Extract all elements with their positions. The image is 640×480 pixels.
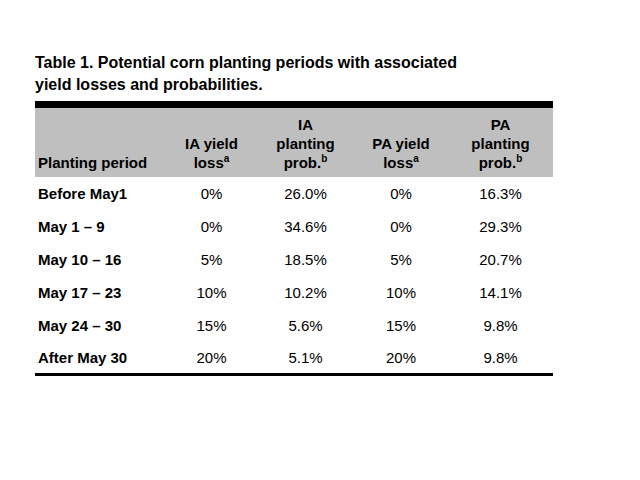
header-line: prob. bbox=[284, 154, 322, 171]
cell-ia-prob: 34.6% bbox=[257, 210, 354, 243]
page: Table 1. Potential corn planting periods… bbox=[0, 0, 640, 480]
cell-ia-prob: 5.6% bbox=[257, 309, 354, 342]
header-line: PA bbox=[491, 116, 511, 133]
cell-ia-loss: 5% bbox=[166, 243, 257, 276]
cell-period: May 10 – 16 bbox=[35, 243, 166, 276]
header-line: planting bbox=[471, 135, 529, 152]
cell-period: May 17 – 23 bbox=[35, 276, 166, 309]
header-line: planting bbox=[276, 135, 334, 152]
cell-pa-loss: 5% bbox=[354, 243, 448, 276]
cell-period: May 1 – 9 bbox=[35, 210, 166, 243]
footnote-marker-a: a bbox=[413, 153, 419, 164]
table-row: May 10 – 16 5% 18.5% 5% 20.7% bbox=[35, 243, 553, 276]
cell-ia-prob: 18.5% bbox=[257, 243, 354, 276]
table-row: Before May1 0% 26.0% 0% 16.3% bbox=[35, 177, 553, 210]
planting-periods-table: Planting period IA yield lossa IA planti… bbox=[35, 101, 553, 376]
cell-pa-loss: 20% bbox=[354, 342, 448, 375]
table-caption-line1: Table 1. Potential corn planting periods… bbox=[35, 52, 553, 74]
cell-ia-prob: 5.1% bbox=[257, 342, 354, 375]
cell-period: After May 30 bbox=[35, 342, 166, 375]
cell-pa-prob: 20.7% bbox=[448, 243, 553, 276]
table-caption-line2: yield losses and probabilities. bbox=[35, 74, 553, 96]
cell-pa-loss: 0% bbox=[354, 210, 448, 243]
table-block: Table 1. Potential corn planting periods… bbox=[35, 52, 553, 376]
header-line: IA yield bbox=[185, 135, 238, 152]
header-line: loss bbox=[194, 154, 224, 171]
header-line: IA bbox=[298, 116, 313, 133]
header-line: PA yield bbox=[372, 135, 430, 152]
cell-pa-prob: 14.1% bbox=[448, 276, 553, 309]
cell-ia-loss: 10% bbox=[166, 276, 257, 309]
cell-ia-loss: 0% bbox=[166, 210, 257, 243]
col-header-pa-yield-loss: PA yield lossa bbox=[354, 105, 448, 177]
table-row: May 24 – 30 15% 5.6% 15% 9.8% bbox=[35, 309, 553, 342]
cell-ia-prob: 26.0% bbox=[257, 177, 354, 210]
header-line: loss bbox=[383, 154, 413, 171]
cell-pa-prob: 16.3% bbox=[448, 177, 553, 210]
cell-pa-loss: 10% bbox=[354, 276, 448, 309]
col-header-ia-planting-prob: IA planting prob.b bbox=[257, 105, 354, 177]
footnote-marker-b: b bbox=[321, 153, 327, 164]
cell-pa-prob: 9.8% bbox=[448, 309, 553, 342]
cell-ia-loss: 20% bbox=[166, 342, 257, 375]
cell-ia-prob: 10.2% bbox=[257, 276, 354, 309]
cell-period: Before May1 bbox=[35, 177, 166, 210]
col-header-pa-planting-prob: PA planting prob.b bbox=[448, 105, 553, 177]
table-row: May 17 – 23 10% 10.2% 10% 14.1% bbox=[35, 276, 553, 309]
col-header-planting-period: Planting period bbox=[35, 105, 166, 177]
header-line: prob. bbox=[479, 154, 517, 171]
footnote-marker-a: a bbox=[224, 153, 230, 164]
table-row: May 1 – 9 0% 34.6% 0% 29.3% bbox=[35, 210, 553, 243]
cell-pa-prob: 29.3% bbox=[448, 210, 553, 243]
header-row: Planting period IA yield lossa IA planti… bbox=[35, 105, 553, 177]
table-caption: Table 1. Potential corn planting periods… bbox=[35, 52, 553, 96]
footnote-marker-b: b bbox=[516, 153, 522, 164]
cell-pa-loss: 0% bbox=[354, 177, 448, 210]
table-row: After May 30 20% 5.1% 20% 9.8% bbox=[35, 342, 553, 375]
cell-pa-loss: 15% bbox=[354, 309, 448, 342]
cell-ia-loss: 0% bbox=[166, 177, 257, 210]
cell-period: May 24 – 30 bbox=[35, 309, 166, 342]
cell-pa-prob: 9.8% bbox=[448, 342, 553, 375]
col-header-ia-yield-loss: IA yield lossa bbox=[166, 105, 257, 177]
cell-ia-loss: 15% bbox=[166, 309, 257, 342]
